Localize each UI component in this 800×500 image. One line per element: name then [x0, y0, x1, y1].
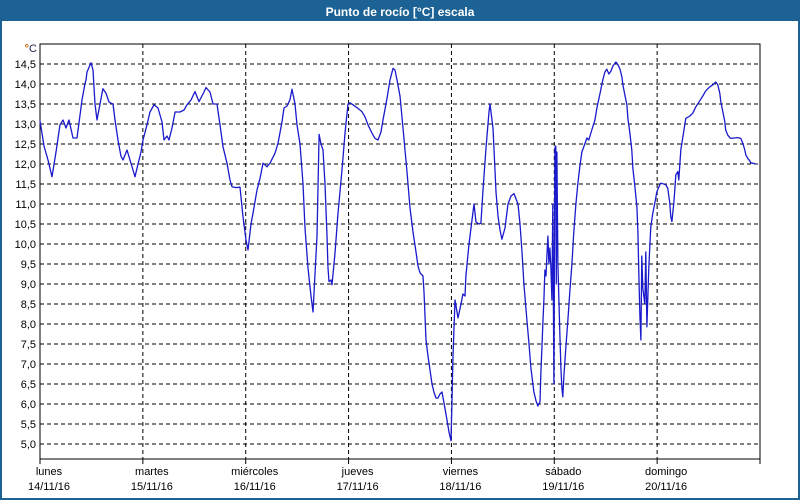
- svg-text:11,0: 11,0: [15, 199, 36, 211]
- svg-text:11,5: 11,5: [15, 179, 36, 191]
- svg-text:6,0: 6,0: [21, 399, 36, 411]
- dewpoint-series-line: [39, 61, 757, 442]
- weekday-label: sábado: [545, 466, 581, 478]
- svg-text:13,0: 13,0: [15, 119, 36, 131]
- date-label: 14/11/16: [28, 481, 70, 493]
- date-label: 16/11/16: [234, 481, 276, 493]
- weekday-label: domingo: [645, 466, 687, 478]
- chart-title-bar: Punto de rocío [°C] escala: [2, 2, 798, 21]
- weekday-label: viernes: [443, 466, 479, 478]
- svg-text:9,0: 9,0: [21, 279, 36, 291]
- y-axis-labels: 5,0 5,5 6,0 6,5 7,0 7,5 8,0 8,5 9,0 9,5 10,0 10,5 11…: [15, 59, 36, 451]
- x-axis-ticks: [39, 459, 761, 464]
- date-label: 20/11/16: [645, 481, 687, 493]
- date-label: 17/11/16: [337, 481, 379, 493]
- x-gridlines: [142, 44, 658, 459]
- weekday-label: martes: [135, 466, 169, 478]
- svg-text:10,0: 10,0: [15, 239, 36, 251]
- svg-text:5,5: 5,5: [21, 419, 36, 431]
- x-axis-labels: lunes 14/11/16 martes 15/11/16 miércoles 16/1…: [28, 466, 687, 493]
- svg-text:9,5: 9,5: [21, 259, 36, 271]
- svg-text:6,5: 6,5: [21, 379, 36, 391]
- y-gridlines: [40, 43, 760, 445]
- chart-title: Punto de rocío [°C] escala: [325, 4, 475, 19]
- svg-text:5,0: 5,0: [21, 439, 36, 451]
- y-axis-unit-label: °C: [25, 43, 37, 55]
- svg-text:12,0: 12,0: [15, 159, 36, 171]
- weekday-label: jueves: [341, 466, 374, 478]
- svg-text:13,5: 13,5: [15, 99, 36, 111]
- weekday-label: miércoles: [231, 466, 279, 478]
- svg-text:14,5: 14,5: [15, 59, 36, 71]
- plot-frame: [39, 43, 761, 460]
- date-label: 15/11/16: [131, 481, 173, 493]
- svg-text:7,0: 7,0: [21, 359, 36, 371]
- weekday-label: lunes: [36, 466, 63, 478]
- date-label: 19/11/16: [542, 481, 584, 493]
- svg-text:8,0: 8,0: [21, 319, 36, 331]
- svg-text:14,0: 14,0: [15, 79, 36, 91]
- svg-text:7,5: 7,5: [21, 339, 36, 351]
- svg-text:8,5: 8,5: [21, 299, 36, 311]
- svg-text:10,5: 10,5: [15, 219, 36, 231]
- svg-text:12,5: 12,5: [15, 139, 36, 151]
- date-label: 18/11/16: [439, 481, 481, 493]
